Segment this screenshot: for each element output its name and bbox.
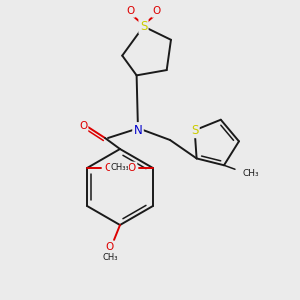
Text: S: S [140, 20, 147, 33]
Text: O: O [79, 121, 87, 131]
Text: N: N [134, 124, 142, 136]
Text: O: O [128, 163, 136, 173]
Text: O: O [106, 242, 114, 252]
Text: CH₃: CH₃ [102, 253, 118, 262]
Text: CH₃: CH₃ [110, 164, 126, 172]
Text: O: O [126, 6, 135, 16]
Text: CH₃: CH₃ [113, 164, 129, 172]
Text: O: O [128, 163, 136, 173]
Text: O: O [104, 163, 112, 173]
Text: S: S [191, 124, 198, 137]
Text: CH₃: CH₃ [243, 169, 260, 178]
Text: O: O [152, 6, 160, 16]
